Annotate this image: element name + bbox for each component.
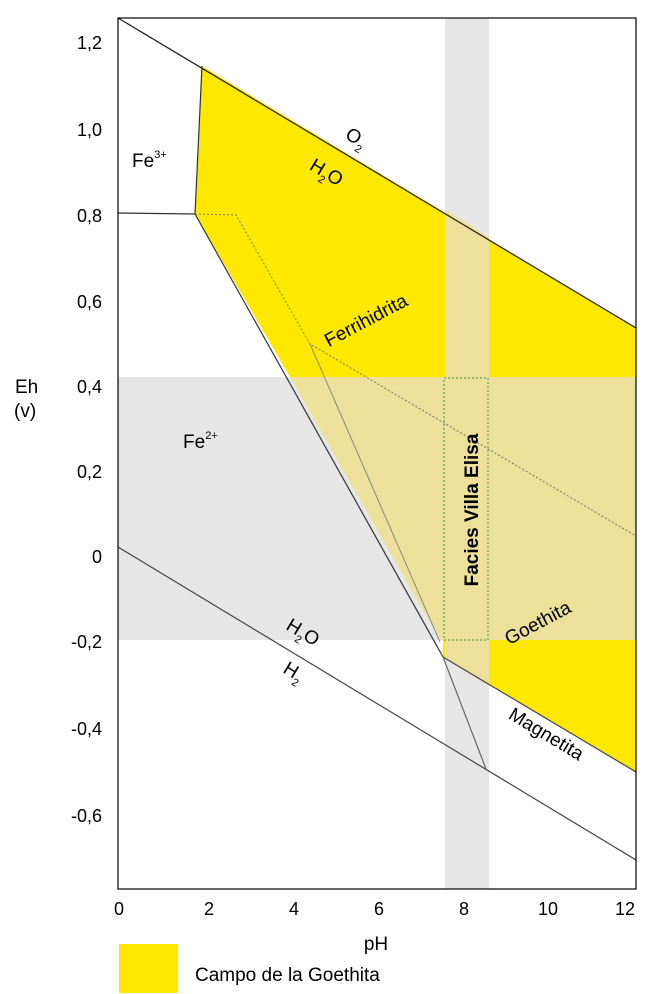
- goethite-field-overlap-top: [445, 210, 489, 377]
- x-tick: 6: [374, 899, 384, 919]
- legend-label: Campo de la Goethita: [195, 965, 380, 986]
- x-axis-label: pH: [364, 934, 388, 955]
- y-tick: 0,6: [77, 292, 102, 312]
- y-tick: 0,4: [77, 377, 102, 397]
- o2-h2o-line: [117, 17, 637, 329]
- y-tick: 0: [92, 547, 102, 567]
- fe3-label: Fe3+: [132, 149, 167, 172]
- x-tick: 2: [204, 899, 214, 919]
- y-axis-label: Eh: [15, 377, 38, 398]
- y-tick: 0,8: [77, 206, 102, 226]
- fe3-ferrihydrite-line: [194, 65, 203, 215]
- o2-label: O2: [339, 124, 370, 156]
- y-tick: -0,6: [71, 806, 102, 826]
- goethite-field-lower: [443, 640, 636, 772]
- fe2-label: Fe2+: [183, 430, 218, 453]
- fe2-goethite-line: [194, 213, 444, 658]
- y-tick: 0,2: [77, 462, 102, 482]
- ferrihydrite-dotted-boundary: [194, 213, 637, 537]
- h2-label: H2: [277, 658, 307, 690]
- x-tick: 0: [114, 899, 124, 919]
- legend-swatch: [119, 944, 178, 993]
- plot-frame: [117, 17, 637, 890]
- x-tick: 10: [538, 899, 558, 919]
- y-tick: -0,2: [71, 632, 102, 652]
- x-tick: 8: [459, 899, 469, 919]
- x-tick-labels: 0 2 4 6 8 10 12: [114, 899, 635, 919]
- x-tick: 4: [289, 899, 299, 919]
- goethite-field-overlap-bottom: [445, 640, 489, 686]
- facies-label: Facies Villa Elisa: [462, 433, 483, 586]
- y-axis-unit: (v): [14, 401, 36, 422]
- fe2-magnetite-line: [442, 656, 487, 770]
- facies-box: [443, 377, 489, 641]
- ferrihydrite-dotted-lower: [309, 343, 441, 643]
- goethite-field-overlap: [290, 377, 636, 640]
- goethite-magnetite-line: [442, 656, 637, 773]
- goethite-field-upper: [195, 66, 636, 377]
- y-tick-labels: 1,2 1,0 0,8 0,6 0,4 0,2 0 -0,2 -0,4 -0,6: [71, 33, 102, 826]
- fe3-fe2-line: [117, 212, 196, 215]
- y-tick: 1,0: [77, 120, 102, 140]
- x-tick: 12: [615, 899, 635, 919]
- y-tick: 1,2: [77, 33, 102, 53]
- y-tick: -0,4: [71, 719, 102, 739]
- h2o-h2-line: [117, 546, 637, 861]
